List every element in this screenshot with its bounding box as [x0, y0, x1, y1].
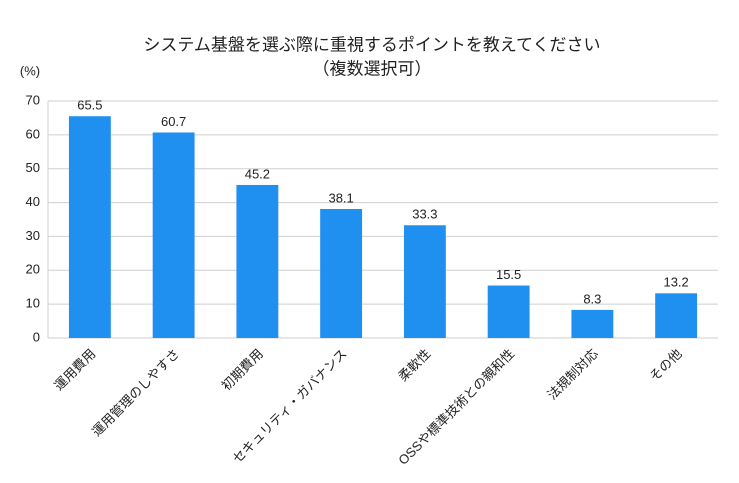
bar	[236, 184, 279, 338]
data-label: 45.2	[245, 166, 270, 181]
y-tick-label: 10	[26, 296, 40, 311]
data-label: 15.5	[496, 267, 521, 282]
x-tick-label: その他	[646, 346, 684, 384]
bar	[655, 293, 698, 338]
x-tick-label: 初期費用	[219, 346, 266, 393]
bar	[403, 225, 446, 338]
y-tick-label: 60	[26, 126, 40, 141]
data-label: 8.3	[583, 291, 601, 306]
y-tick-label: 30	[26, 228, 40, 243]
y-tick-label: 0	[33, 329, 40, 344]
data-label: 38.1	[328, 190, 353, 205]
y-tick-label: 50	[26, 160, 40, 175]
bar	[320, 209, 363, 338]
data-label: 13.2	[663, 275, 688, 290]
y-tick-label: 20	[26, 262, 40, 277]
x-tick-label: 柔軟性	[395, 346, 433, 384]
chart-subtitle: （複数選択可）	[313, 59, 432, 78]
y-tick-label: 40	[26, 194, 40, 209]
bar	[487, 285, 530, 338]
data-label: 60.7	[161, 114, 186, 129]
x-tick-label: 運用管理のしやすさ	[89, 346, 182, 439]
x-tick-label: 法規制対応	[544, 346, 601, 403]
bar	[571, 309, 614, 338]
data-label: 33.3	[412, 207, 437, 222]
bar	[68, 116, 111, 338]
chart-title: システム基盤を選ぶ際に重視するポイントを教えてください	[143, 35, 600, 54]
data-label: 65.5	[77, 98, 102, 113]
x-tick-label: 運用費用	[51, 346, 98, 393]
y-tick-label: 70	[26, 92, 40, 107]
y-axis-label: (%)	[20, 63, 40, 78]
bar	[152, 132, 195, 338]
